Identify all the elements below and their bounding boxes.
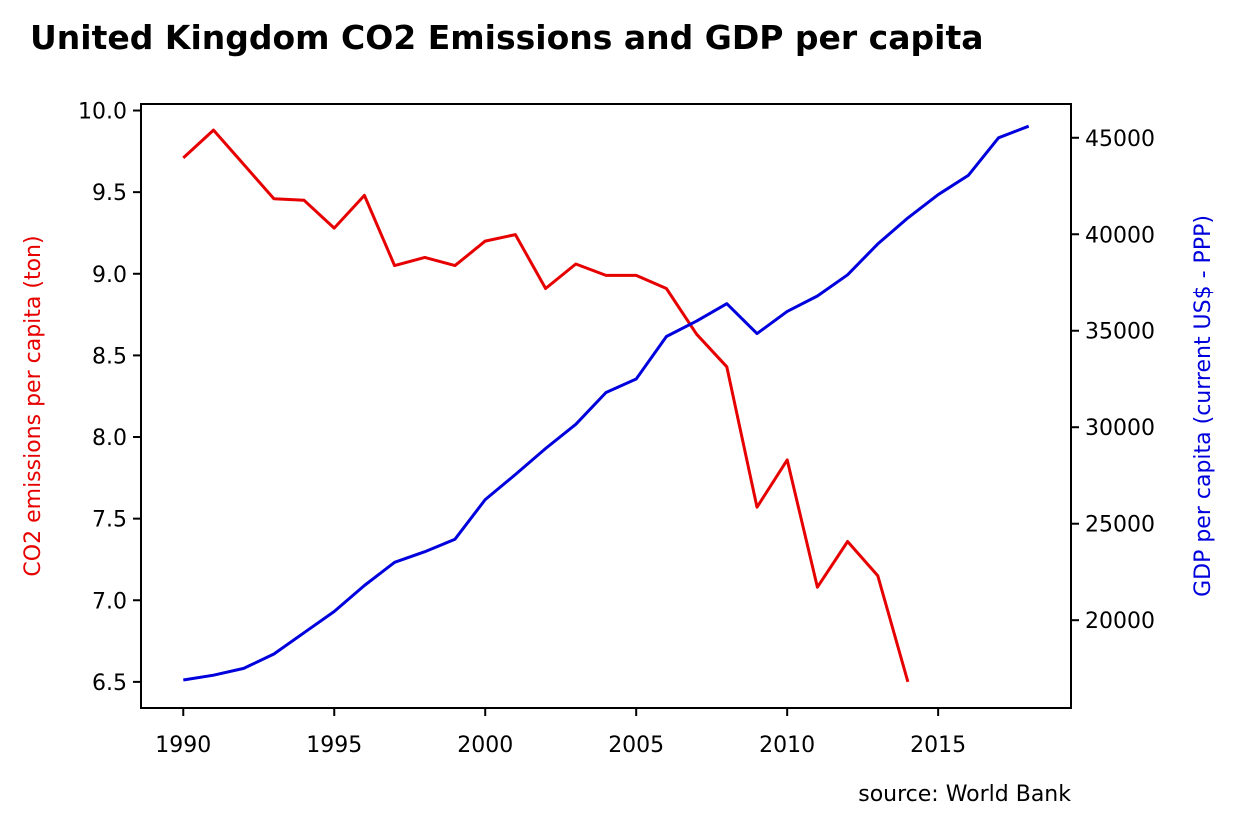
- x-tick-label: 1995: [306, 733, 362, 758]
- chart-title: United Kingdom CO2 Emissions and GDP per…: [30, 18, 984, 57]
- y-left-tick-label: 7.5: [92, 508, 127, 533]
- gdp-series-line: [183, 124, 1030, 682]
- y-left-tick-label: 9.5: [92, 181, 127, 206]
- x-tick-label: 2010: [759, 733, 815, 758]
- x-tick-label: 1990: [155, 733, 211, 758]
- y-left-tick-label: 9.0: [92, 263, 127, 288]
- y-right-tick-label: 45000: [1085, 127, 1155, 152]
- y-left-tick-label: 6.5: [92, 671, 127, 696]
- co2-series-line: [182, 128, 910, 683]
- x-tick-label: 2000: [457, 733, 513, 758]
- y-right-axis: 20000 25000 30000 35000 40000 45000: [1071, 127, 1155, 634]
- source-note: source: World Bank: [858, 782, 1071, 807]
- y-right-tick-label: 30000: [1085, 416, 1155, 441]
- y-right-tick-label: 20000: [1085, 609, 1155, 634]
- y-left-tick-label: 8.5: [92, 344, 127, 369]
- x-tick-label: 2015: [910, 733, 966, 758]
- y-left-axis: 6.5 7.0 7.5 8.0 8.5 9.0 9.5 10.0: [78, 100, 141, 696]
- y-right-tick-label: 25000: [1085, 513, 1155, 538]
- y-left-tick-label: 7.0: [92, 589, 127, 614]
- y-right-tick-label: 35000: [1085, 320, 1155, 345]
- y-right-axis-label: GDP per capita (current US$ - PPP): [1191, 215, 1216, 597]
- x-axis: 1990 1995 2000 2005 2010 2015: [155, 708, 966, 758]
- plot-frame: [140, 103, 1072, 709]
- plot-area: [140, 103, 1072, 709]
- y-left-axis-label: CO2 emissions per capita (ton): [21, 235, 46, 576]
- y-left-tick-label: 8.0: [92, 426, 127, 451]
- series-layer: [182, 124, 1030, 683]
- y-left-tick-label: 10.0: [78, 100, 127, 125]
- x-tick-label: 2005: [608, 733, 664, 758]
- y-right-tick-label: 40000: [1085, 223, 1155, 248]
